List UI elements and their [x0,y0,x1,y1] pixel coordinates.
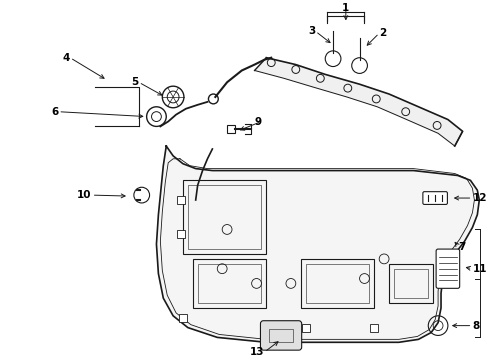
Text: 11: 11 [471,264,486,274]
Bar [301,324,309,332]
Text: 7: 7 [458,242,465,252]
Polygon shape [254,58,462,146]
Text: 9: 9 [254,117,261,126]
Text: 3: 3 [307,26,315,36]
FancyBboxPatch shape [260,321,301,350]
FancyBboxPatch shape [422,192,447,204]
Bar [177,230,184,238]
Bar [187,185,261,249]
Bar [269,329,292,342]
FancyBboxPatch shape [435,249,459,288]
Bar [226,125,234,133]
Bar [197,264,261,303]
Text: 4: 4 [62,53,70,63]
Bar [192,259,266,308]
Text: 6: 6 [51,107,58,117]
Text: 5: 5 [131,77,139,87]
Bar [393,269,427,298]
Bar [183,180,266,254]
Bar [177,196,184,204]
Polygon shape [156,146,478,342]
Text: 8: 8 [471,321,479,330]
Bar [300,259,373,308]
Text: 10: 10 [77,190,91,200]
Bar [179,314,186,322]
Text: 12: 12 [471,193,486,203]
Text: 2: 2 [378,28,386,38]
Bar [369,324,377,332]
Text: 1: 1 [342,3,349,13]
Bar [388,264,432,303]
Text: 13: 13 [249,347,264,357]
Bar [305,264,368,303]
